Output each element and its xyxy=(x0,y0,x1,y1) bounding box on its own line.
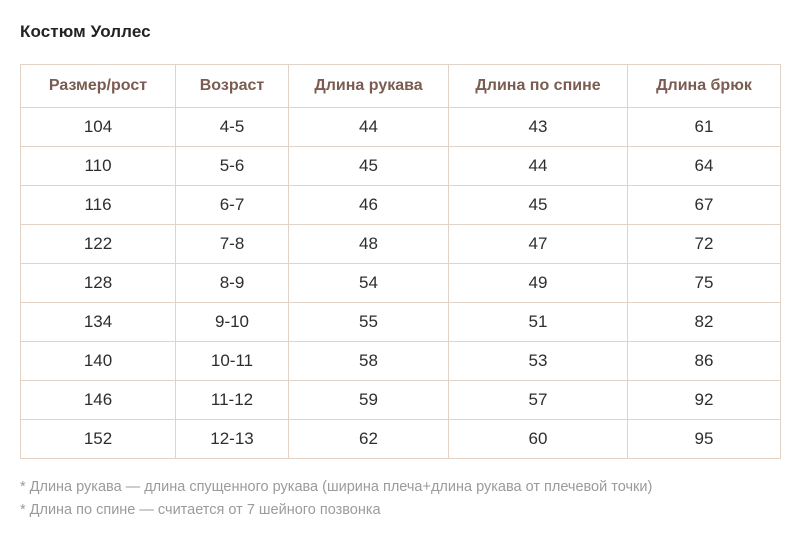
table-row: 152 12-13 62 60 95 xyxy=(20,419,781,459)
table-row: 110 5-6 45 44 64 xyxy=(20,146,781,186)
table-cell: 53 xyxy=(448,341,628,381)
table-cell: 7-8 xyxy=(175,224,289,264)
table-cell: 4-5 xyxy=(175,107,289,147)
table-cell: 72 xyxy=(627,224,781,264)
table-cell: 55 xyxy=(288,302,449,342)
table-row: 134 9-10 55 51 82 xyxy=(20,302,781,342)
table-cell: 95 xyxy=(627,419,781,459)
table-cell: 134 xyxy=(20,302,176,342)
table-cell: 82 xyxy=(627,302,781,342)
table-cell: 11-12 xyxy=(175,380,289,420)
table-cell: 67 xyxy=(627,185,781,225)
table-cell: 12-13 xyxy=(175,419,289,459)
table-cell: 48 xyxy=(288,224,449,264)
table-cell: 43 xyxy=(448,107,628,147)
table-row: 146 11-12 59 57 92 xyxy=(20,380,781,420)
table-cell: 75 xyxy=(627,263,781,303)
table-cell: 44 xyxy=(288,107,449,147)
table-cell: 57 xyxy=(448,380,628,420)
table-cell: 5-6 xyxy=(175,146,289,186)
table-row: 104 4-5 44 43 61 xyxy=(20,107,781,147)
table-cell: 49 xyxy=(448,263,628,303)
table-cell: 10-11 xyxy=(175,341,289,381)
table-cell: 116 xyxy=(20,185,176,225)
table-cell: 60 xyxy=(448,419,628,459)
column-header: Размер/рост xyxy=(20,64,176,108)
page-title: Костюм Уоллес xyxy=(20,22,151,41)
table-cell: 58 xyxy=(288,341,449,381)
column-header: Длина по спине xyxy=(448,64,628,108)
table-cell: 44 xyxy=(448,146,628,186)
table-row: 122 7-8 48 47 72 xyxy=(20,224,781,264)
table-cell: 110 xyxy=(20,146,176,186)
table-cell: 46 xyxy=(288,185,449,225)
table-cell: 47 xyxy=(448,224,628,264)
column-header: Длина брюк xyxy=(627,64,781,108)
size-table: Размер/рост Возраст Длина рукава Длина по с… xyxy=(20,64,781,459)
footnote-sleeve-length: * Длина рукава — длина спущенного рукава… xyxy=(20,479,653,495)
table-cell: 61 xyxy=(627,107,781,147)
table-cell: 152 xyxy=(20,419,176,459)
table-cell: 45 xyxy=(448,185,628,225)
table-cell: 45 xyxy=(288,146,449,186)
table-cell: 146 xyxy=(20,380,176,420)
footnotes: * Длина рукава — длина спущенного рукава… xyxy=(20,476,780,522)
table-cell: 122 xyxy=(20,224,176,264)
size-table-body: 104 4-5 44 43 61 110 5-6 45 44 64 116 6-7 46 45 67 122 7… xyxy=(20,107,781,459)
table-cell: 8-9 xyxy=(175,263,289,303)
table-cell: 86 xyxy=(627,341,781,381)
table-row: 140 10-11 58 53 86 xyxy=(20,341,781,381)
header-row: Размер/рост Возраст Длина рукава Длина по с… xyxy=(20,64,781,108)
table-row: 116 6-7 46 45 67 xyxy=(20,185,781,225)
table-cell: 64 xyxy=(627,146,781,186)
table-cell: 54 xyxy=(288,263,449,303)
table-cell: 128 xyxy=(20,263,176,303)
table-cell: 59 xyxy=(288,380,449,420)
table-cell: 51 xyxy=(448,302,628,342)
table-cell: 92 xyxy=(627,380,781,420)
table-cell: 6-7 xyxy=(175,185,289,225)
table-cell: 140 xyxy=(20,341,176,381)
size-table-header: Размер/рост Возраст Длина рукава Длина по с… xyxy=(20,64,781,108)
footnote-back-length: * Длина по спине — считается от 7 шейног… xyxy=(20,502,381,518)
column-header: Длина рукава xyxy=(288,64,449,108)
table-cell: 104 xyxy=(20,107,176,147)
table-cell: 62 xyxy=(288,419,449,459)
table-row: 128 8-9 54 49 75 xyxy=(20,263,781,303)
column-header: Возраст xyxy=(175,64,289,108)
table-cell: 9-10 xyxy=(175,302,289,342)
